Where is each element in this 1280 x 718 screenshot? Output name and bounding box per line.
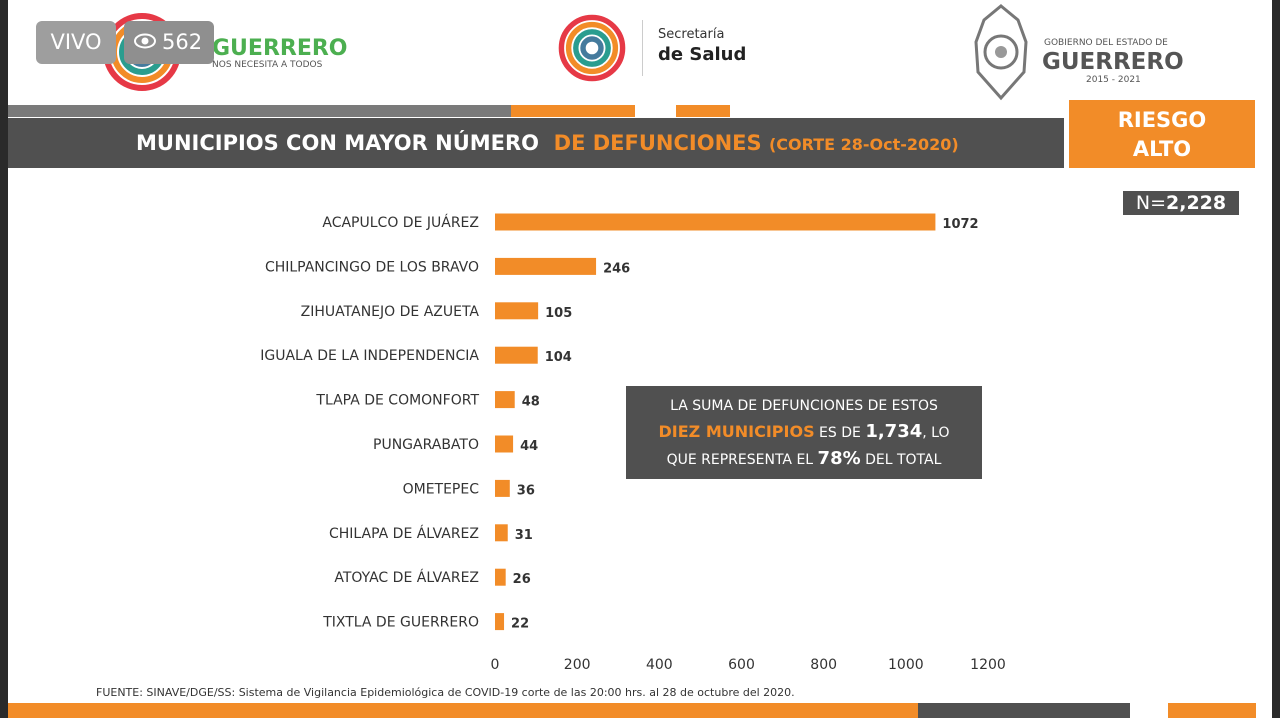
logo-right-line1: GOBIERNO DEL ESTADO DE	[1044, 38, 1168, 48]
category-label: CHILAPA DE ÁLVAREZ	[329, 525, 479, 542]
value-label: 48	[522, 395, 540, 410]
value-label: 22	[511, 617, 529, 632]
bar	[495, 613, 505, 631]
value-label: 105	[545, 306, 572, 321]
category-label: PUNGARABATO	[373, 437, 479, 453]
bottom-stripe-orange-2	[1168, 703, 1256, 718]
note-percent: 78%	[817, 448, 861, 469]
category-label: TLAPA DE COMONFORT	[315, 393, 479, 409]
eye-icon	[134, 33, 156, 49]
bottom-stripe-gray	[918, 703, 1130, 718]
bottom-stripe-orange	[8, 703, 918, 718]
live-badge: VIVO	[36, 21, 116, 64]
x-tick-label: 1000	[888, 657, 924, 673]
bar	[495, 302, 539, 320]
top-stripe-orange-1	[511, 105, 635, 117]
value-label: 104	[545, 350, 572, 365]
bar	[495, 524, 508, 542]
n-prefix: N=	[1135, 192, 1167, 214]
note-after-sum: , LO	[922, 425, 950, 441]
n-value: 2,228	[1166, 192, 1227, 214]
n-total-badge: N=2,228	[1123, 191, 1239, 215]
logo-left-subtitle: NOS NECESITA A TODOS	[212, 60, 323, 70]
note-line3-post: DEL TOTAL	[865, 452, 942, 468]
risk-line2: ALTO	[1132, 137, 1192, 161]
title-bar	[8, 118, 1064, 168]
category-label: CHILPANCINGO DE LOS BRAVO	[265, 259, 479, 275]
x-tick-label: 200	[564, 657, 591, 673]
value-label: 26	[513, 572, 531, 587]
bar	[495, 568, 506, 586]
top-stripe-gray	[8, 105, 511, 117]
logo-right-line3: 2015 - 2021	[1086, 75, 1141, 85]
x-tick-label: 600	[728, 657, 755, 673]
source-note: FUENTE: SINAVE/DGE/SS: Sistema de Vigila…	[96, 686, 795, 699]
top-stripe-orange-2	[676, 105, 730, 117]
x-tick-label: 1200	[970, 657, 1006, 673]
x-tick-label: 800	[810, 657, 837, 673]
note-line1: LA SUMA DE DEFUNCIONES DE ESTOS	[670, 398, 938, 414]
x-tick-label: 400	[646, 657, 673, 673]
risk-badge: RIESGO ALTO	[1069, 100, 1255, 168]
title-part2: DE DEFUNCIONES	[553, 131, 762, 155]
views-count: 562	[162, 30, 203, 54]
logo-center-line1: Secretaría	[658, 27, 725, 42]
bar	[495, 213, 936, 231]
logo-divider	[642, 20, 643, 76]
category-label: TIXTLA DE GUERRERO	[322, 615, 479, 631]
category-label: ZIHUATANEJO DE AZUETA	[301, 304, 480, 320]
value-label: 246	[603, 261, 630, 276]
logo-right-line2: GUERRERO	[1042, 49, 1184, 75]
bar	[495, 391, 515, 409]
slide: GUERRERO NOS NECESITA A TODOS Secretaría…	[8, 0, 1272, 718]
note-highlight: DIEZ MUNICIPIOS	[658, 422, 815, 441]
views-badge: 562	[124, 21, 214, 64]
salud-logo-icon	[558, 14, 626, 82]
value-label: 31	[515, 528, 533, 543]
category-label: IGUALA DE LA INDEPENDENCIA	[260, 348, 479, 364]
category-label: OMETEPEC	[403, 481, 480, 497]
title-part3: (CORTE 28-Oct-2020)	[768, 135, 959, 154]
risk-line1: RIESGO	[1117, 108, 1207, 132]
category-label: ACAPULCO DE JUÁREZ	[322, 214, 479, 231]
bar-chart: ACAPULCO DE JUÁREZ 1072 CHILPANCINGO DE LO…	[260, 213, 1006, 673]
coat-of-arms-icon	[974, 4, 1028, 101]
logo-center-line2: de Salud	[658, 44, 747, 65]
page-title: MUNICIPIOS CON MAYOR NÚMERO DE DEFUNCION…	[136, 118, 959, 168]
note-sum: 1,734	[865, 421, 923, 442]
category-label: ATOYAC DE ÁLVAREZ	[334, 569, 479, 586]
summary-note: LA SUMA DE DEFUNCIONES DE ESTOS DIEZ MUN…	[626, 386, 982, 479]
title-part1: MUNICIPIOS CON MAYOR NÚMERO	[136, 131, 540, 155]
bar	[495, 479, 510, 497]
logo-left-title: GUERRERO	[212, 36, 348, 61]
note-line3: QUE REPRESENTA EL 78% DEL TOTAL	[626, 446, 982, 473]
value-label: 44	[520, 439, 538, 454]
note-line3-pre: QUE REPRESENTA EL	[666, 452, 814, 468]
value-label: 1072	[942, 217, 978, 232]
bar	[495, 257, 597, 275]
note-mid: ES DE	[819, 425, 861, 441]
x-tick-label: 0	[491, 657, 500, 673]
value-label: 36	[517, 483, 535, 498]
note-line2: DIEZ MUNICIPIOS ES DE 1,734, LO	[626, 419, 982, 446]
bar	[495, 435, 514, 453]
bar	[495, 346, 538, 364]
